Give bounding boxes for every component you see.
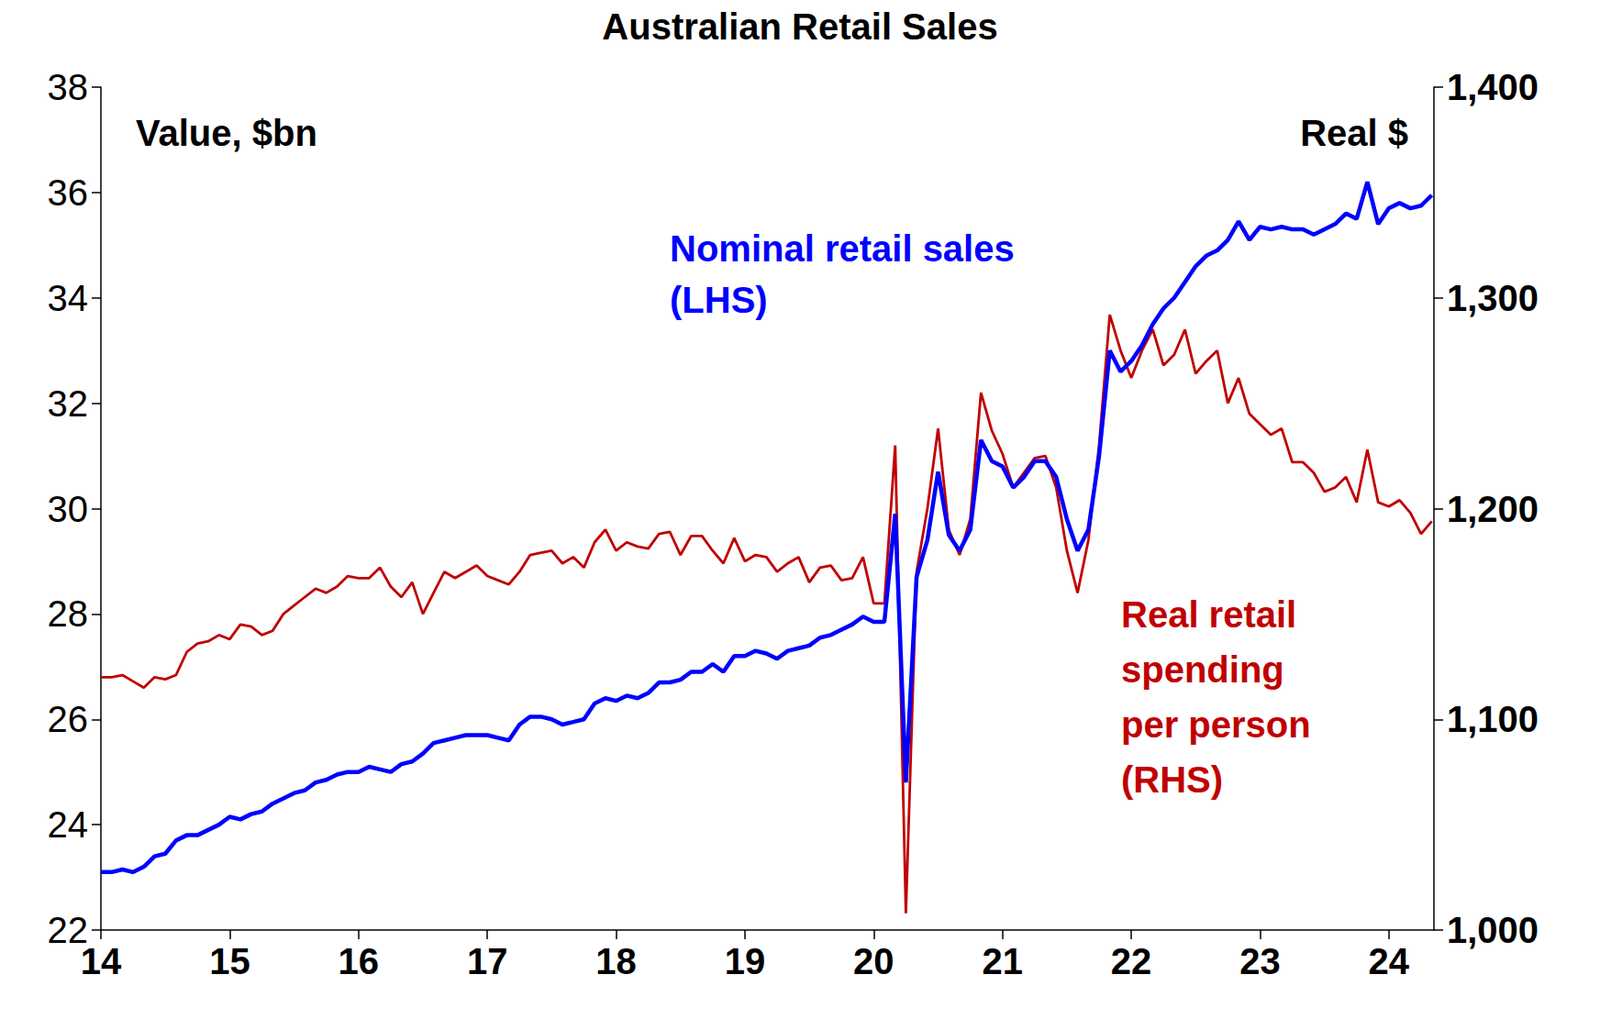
svg-text:34: 34 <box>47 277 89 319</box>
svg-text:Real retail: Real retail <box>1121 594 1297 635</box>
svg-text:1,300: 1,300 <box>1446 277 1539 319</box>
svg-text:23: 23 <box>1239 941 1281 982</box>
svg-text:Nominal retail sales: Nominal retail sales <box>669 228 1015 269</box>
svg-text:Value, $bn: Value, $bn <box>135 112 318 154</box>
svg-text:22: 22 <box>1111 941 1153 982</box>
svg-text:per person: per person <box>1121 704 1312 745</box>
svg-text:15: 15 <box>209 941 251 982</box>
svg-text:21: 21 <box>981 941 1023 982</box>
svg-text:24: 24 <box>1368 941 1411 982</box>
svg-text:(RHS): (RHS) <box>1121 759 1223 800</box>
svg-text:24: 24 <box>47 804 89 845</box>
svg-text:Real $: Real $ <box>1300 112 1409 154</box>
svg-text:20: 20 <box>853 941 895 982</box>
svg-text:1,400: 1,400 <box>1446 66 1539 108</box>
svg-text:1,200: 1,200 <box>1446 488 1539 530</box>
svg-text:spending: spending <box>1121 649 1285 690</box>
svg-text:18: 18 <box>595 941 637 982</box>
svg-text:14: 14 <box>80 941 123 982</box>
svg-text:(LHS): (LHS) <box>669 279 768 321</box>
svg-text:26: 26 <box>47 699 89 740</box>
svg-text:28: 28 <box>47 593 89 634</box>
svg-text:32: 32 <box>47 383 89 424</box>
svg-text:Australian Retail Sales: Australian Retail Sales <box>601 6 998 47</box>
svg-text:1,100: 1,100 <box>1446 699 1539 740</box>
svg-text:17: 17 <box>466 941 509 982</box>
svg-text:36: 36 <box>47 172 89 213</box>
svg-text:1,000: 1,000 <box>1446 910 1539 951</box>
svg-text:30: 30 <box>47 488 89 530</box>
svg-text:19: 19 <box>724 941 767 982</box>
svg-text:38: 38 <box>47 66 89 108</box>
svg-text:16: 16 <box>338 941 380 982</box>
svg-text:22: 22 <box>47 910 89 951</box>
